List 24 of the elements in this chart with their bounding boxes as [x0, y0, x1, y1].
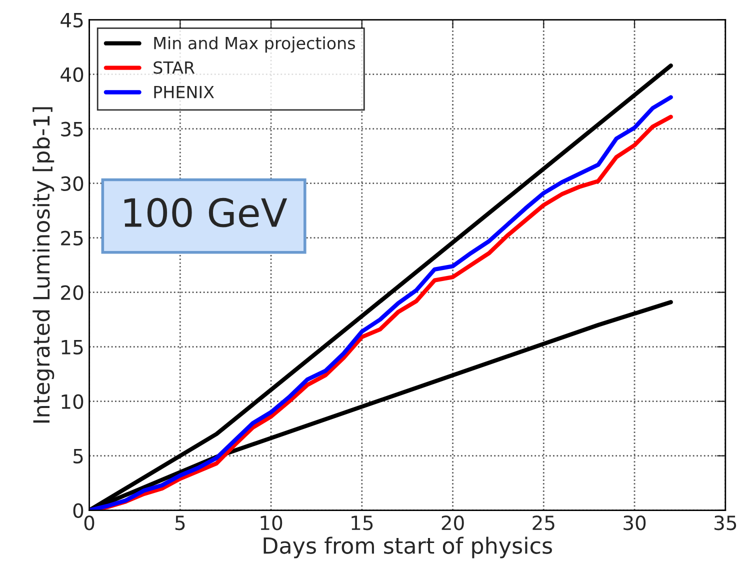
legend-label: Min and Max projections: [154, 36, 355, 53]
x-tick-label: 5: [175, 516, 185, 530]
x-tick-label: 15: [352, 516, 373, 530]
y-tick-label: 20: [61, 285, 84, 300]
y-tick-label: 10: [62, 394, 84, 409]
x-tick-label: 35: [714, 516, 736, 530]
y-tick-label: 25: [61, 230, 83, 246]
legend-label: STAR: [154, 61, 195, 74]
x-tick-label: 30: [624, 516, 646, 530]
y-tick-label: 40: [60, 67, 84, 82]
x-tick-label: 25: [532, 516, 554, 530]
y-axis-title: Integrated Luminosity [pb-1]: [32, 107, 54, 423]
y-tick-label: 15: [62, 340, 83, 354]
legend-label: PHENIX: [154, 86, 214, 98]
y-tick-label: 30: [61, 176, 84, 191]
annotation: 100 GeV: [124, 198, 288, 228]
y-tick-label: 35: [61, 122, 83, 136]
x-axis-title: Days from start of physics: [264, 536, 552, 558]
y-tick-label: 5: [74, 449, 83, 464]
x-tick-label: 0: [84, 516, 94, 530]
y-tick-label: 0: [73, 503, 84, 518]
y-tick-label: 45: [60, 13, 83, 28]
x-tick-label: 10: [260, 516, 282, 530]
x-tick-label: 20: [442, 516, 464, 530]
